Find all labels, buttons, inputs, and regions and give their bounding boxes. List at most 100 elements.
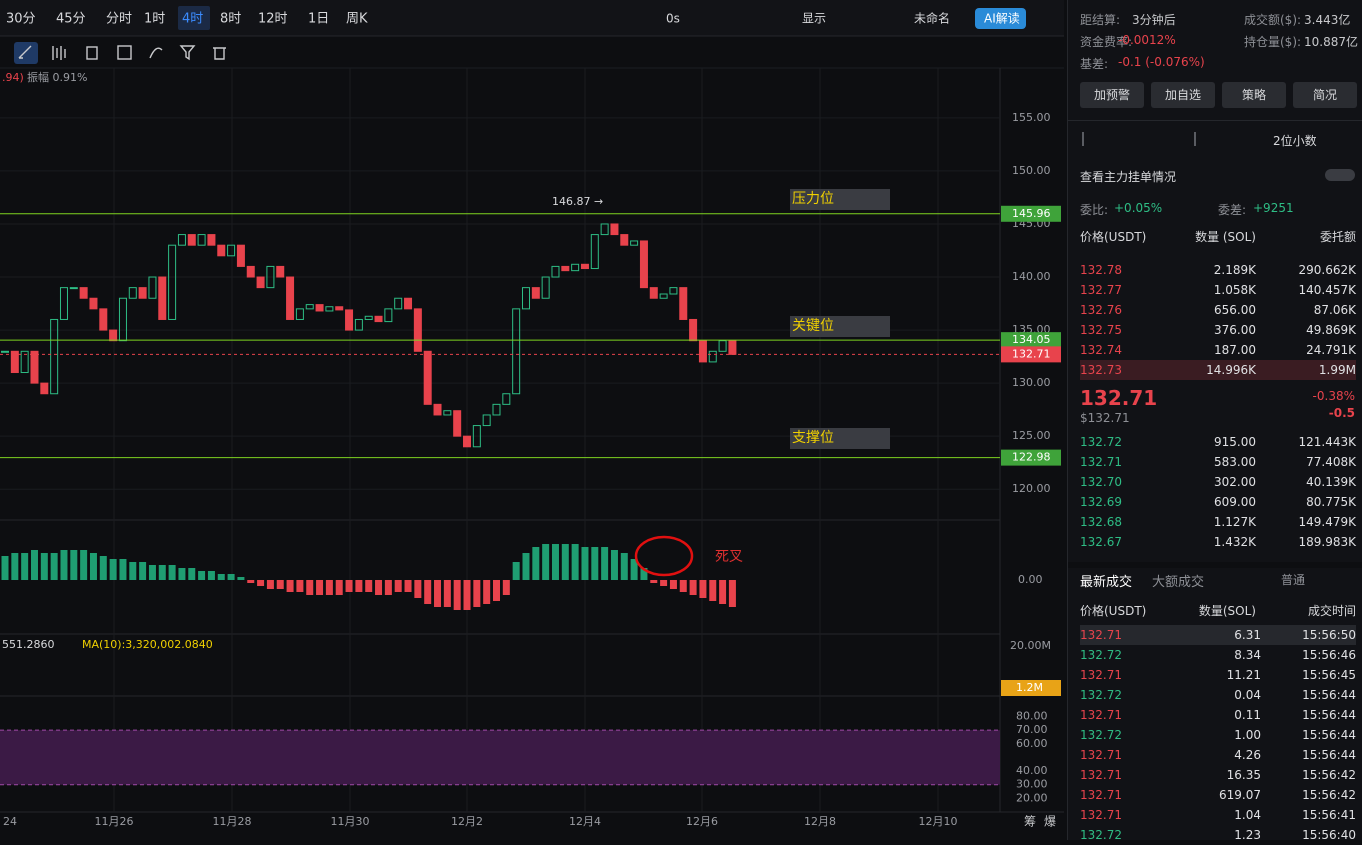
interval[interactable]: 45分	[56, 12, 86, 27]
ask-row-cell: 656.00	[1214, 303, 1256, 317]
bid-row-cell: 302.00	[1214, 475, 1256, 489]
button[interactable]: 简况	[1293, 82, 1357, 108]
divider	[1068, 120, 1362, 121]
candle	[99, 308, 108, 331]
macd-bar	[709, 580, 717, 601]
y-tick-label: 150.00	[1012, 164, 1051, 177]
date-label: 11月30	[331, 815, 370, 828]
last-tag-label: 132.71	[1012, 347, 1051, 360]
macd-bar	[394, 580, 402, 592]
tool-line[interactable]	[18, 45, 32, 59]
drawing-tools[interactable]	[14, 42, 226, 64]
ask-row-cell: 132.76	[1080, 303, 1122, 317]
candle	[286, 276, 295, 320]
toolbar-item[interactable]: AI解读	[984, 12, 1020, 26]
macd-bar	[40, 553, 48, 580]
ask-row: 132.74 187.00 24.791K	[1080, 340, 1356, 360]
tab[interactable]: 普通	[1281, 573, 1306, 587]
candle	[89, 297, 98, 310]
trade-cell: 132.71	[1080, 748, 1122, 762]
mid-chg: -0.5	[1328, 406, 1355, 420]
candle	[659, 293, 668, 299]
interval[interactable]: 周K	[346, 12, 368, 27]
tab[interactable]: 大额成交	[1152, 575, 1205, 590]
side-panel: 距结算: 3分钟后 成交额($): 3.443亿 资金费率: -0.0012% 持仓量($)…	[1067, 0, 1362, 842]
macd-bar	[404, 580, 412, 592]
button[interactable]: 加预警	[1080, 82, 1144, 108]
bid-row-cell: 80.775K	[1306, 495, 1356, 509]
trade-cell: 0.04	[1234, 688, 1261, 702]
trade-cell: 0.11	[1234, 708, 1261, 722]
toolbar-item[interactable]: 0s	[666, 12, 680, 26]
candle	[728, 340, 737, 355]
ask-row: 132.78 2.189K 290.662K	[1080, 260, 1356, 280]
tool-edit[interactable]	[117, 45, 132, 60]
candle	[246, 265, 255, 278]
tool-note[interactable]	[86, 46, 98, 60]
main-orders[interactable]: 查看主力挂单情况	[1080, 170, 1177, 184]
candle	[335, 306, 344, 311]
change: .94)	[2, 71, 24, 84]
level-name: 关键位	[792, 318, 834, 334]
macd-bar	[316, 580, 324, 595]
ai-button[interactable]	[975, 8, 1026, 29]
tool-magnet[interactable]	[149, 47, 163, 59]
tab[interactable]: 最新成交	[1080, 575, 1133, 590]
candle	[571, 263, 580, 272]
candle	[521, 287, 530, 310]
interval[interactable]: 8时	[220, 12, 241, 27]
button[interactable]: 加自选	[1151, 82, 1215, 108]
toolbar-item[interactable]: 显示	[802, 12, 826, 26]
bid-row-cell: 1.432K	[1213, 535, 1256, 549]
bid-row-cell: 77.408K	[1306, 455, 1356, 469]
button[interactable]: 策略	[1222, 82, 1286, 108]
interval[interactable]: 分时	[106, 12, 132, 27]
candle	[374, 315, 383, 323]
interval[interactable]: 1日	[308, 12, 329, 27]
macd-bar	[679, 580, 687, 592]
interval[interactable]: 12时	[258, 12, 288, 27]
candle	[158, 276, 167, 320]
ask-row-cell: 132.77	[1080, 283, 1122, 297]
macd-bar	[158, 565, 166, 580]
tool-filter[interactable]	[179, 45, 196, 61]
ask-row-cell: 49.869K	[1306, 323, 1356, 337]
candle	[512, 308, 521, 395]
tool-candle[interactable]	[52, 46, 66, 60]
macd-bar	[306, 580, 314, 595]
trade-cell: 15:56:44	[1302, 708, 1356, 722]
candle	[590, 234, 599, 270]
rsi-tick: 70.00	[1016, 723, 1048, 736]
candle	[384, 308, 393, 323]
bid-row-cell: 132.68	[1080, 515, 1122, 529]
interval[interactable]: 4时	[182, 12, 203, 27]
macd-bar	[21, 553, 29, 580]
tool-active[interactable]	[14, 42, 38, 64]
toggle[interactable]	[1325, 169, 1355, 181]
macd-bar	[650, 580, 658, 583]
decimals[interactable]: 2位小数	[1273, 134, 1317, 148]
macd-bar	[99, 556, 107, 580]
interval-active[interactable]	[178, 6, 210, 30]
trade-cell: 11.21	[1226, 668, 1261, 682]
rsi-tick: 30.00	[1016, 778, 1048, 791]
toolbar-item[interactable]: 未命名	[914, 11, 950, 26]
trade-row: 132.72 1.00 15:56:44	[1080, 725, 1356, 745]
candle	[325, 306, 334, 312]
ask-row-cell: 24.791K	[1306, 343, 1356, 357]
trade-row: 132.71 0.11 15:56:44	[1080, 705, 1356, 725]
tool-delete[interactable]	[213, 47, 226, 60]
ask-row-cell: 132.78	[1080, 263, 1122, 277]
date-label: 11月26	[95, 815, 134, 828]
trade-cell: 15:56:50	[1302, 628, 1356, 642]
interval[interactable]: 1时	[144, 12, 165, 27]
trade-row: 132.71 6.31 15:56:50	[1080, 625, 1356, 645]
bid-row-cell: 915.00	[1214, 435, 1256, 449]
bid-row: 132.71 583.00 77.408K	[1080, 452, 1356, 472]
candle	[197, 234, 206, 246]
candle	[305, 304, 314, 310]
macd-bar	[660, 580, 668, 586]
interval[interactable]: 30分	[6, 12, 36, 27]
stat: 基差:	[1080, 57, 1109, 71]
macd-bar	[266, 580, 274, 589]
